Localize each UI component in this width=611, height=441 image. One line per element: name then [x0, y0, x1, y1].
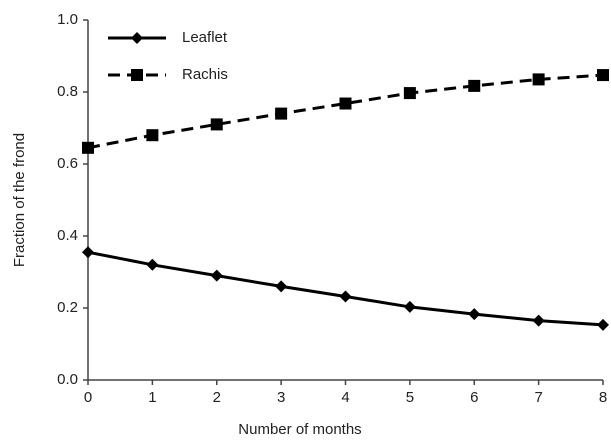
marker — [82, 141, 94, 154]
x-tick-label: 6 — [470, 389, 478, 406]
marker — [146, 258, 159, 271]
marker — [597, 318, 609, 331]
y-tick-label: 0.0 — [57, 371, 78, 388]
legend-marker — [131, 69, 143, 81]
x-tick-label: 8 — [599, 389, 607, 406]
x-tick-label: 4 — [341, 389, 349, 406]
series-line — [87, 250, 604, 327]
marker — [403, 300, 416, 313]
y-axis-label: Fraction of the frond — [11, 133, 28, 267]
x-tick-label: 3 — [277, 389, 285, 406]
marker — [532, 73, 545, 86]
series-line — [87, 73, 604, 150]
legend-marker — [131, 32, 143, 44]
marker — [146, 129, 159, 142]
marker — [403, 87, 416, 100]
marker — [468, 79, 481, 92]
x-tick-label: 7 — [534, 389, 542, 406]
x-axis-label: Number of months — [238, 421, 361, 438]
legend-label: Leaflet — [182, 29, 228, 46]
x-tick-label: 5 — [406, 389, 414, 406]
y-tick-label: 0.4 — [57, 227, 78, 244]
y-tick-label: 0.2 — [57, 299, 78, 316]
y-tick-label: 0.8 — [57, 83, 78, 100]
marker — [275, 107, 288, 120]
marker — [339, 290, 352, 303]
x-tick-label: 1 — [148, 389, 156, 406]
marker — [597, 69, 609, 82]
marker — [275, 280, 288, 293]
x-tick-label: 0 — [84, 389, 92, 406]
marker — [210, 269, 223, 282]
x-tick-label: 2 — [213, 389, 221, 406]
marker — [210, 118, 223, 131]
marker — [468, 308, 481, 321]
marker — [532, 314, 545, 327]
y-tick-label: 1.0 — [57, 11, 78, 28]
marker — [82, 246, 94, 259]
legend-label: Rachis — [182, 66, 228, 83]
marker — [339, 97, 352, 110]
y-tick-label: 0.6 — [57, 155, 78, 172]
